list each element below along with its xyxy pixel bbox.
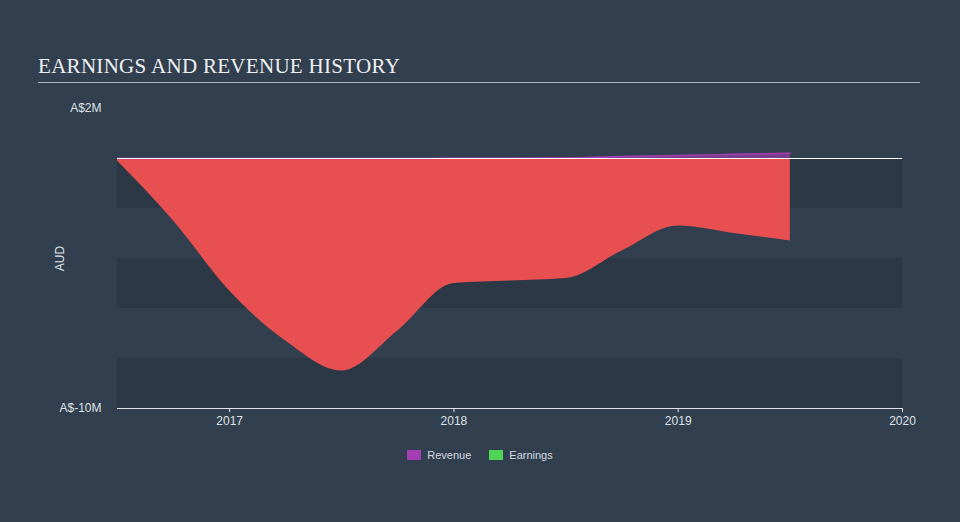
svg-text:2017: 2017 xyxy=(216,414,243,428)
html-text:Revenue: Revenue xyxy=(427,449,472,461)
svg-text:A$2M: A$2M xyxy=(70,101,101,115)
html-text:EARNINGS AND REVENUE HISTORY: EARNINGS AND REVENUE HISTORY xyxy=(38,54,401,78)
html-text:Earnings: Earnings xyxy=(509,449,553,461)
svg-text:AUD: AUD xyxy=(53,246,67,272)
svg-text:A$-10M: A$-10M xyxy=(59,401,101,415)
svg-text:2020: 2020 xyxy=(889,414,916,428)
svg-text:2018: 2018 xyxy=(441,414,468,428)
svg-text:2019: 2019 xyxy=(665,414,692,428)
